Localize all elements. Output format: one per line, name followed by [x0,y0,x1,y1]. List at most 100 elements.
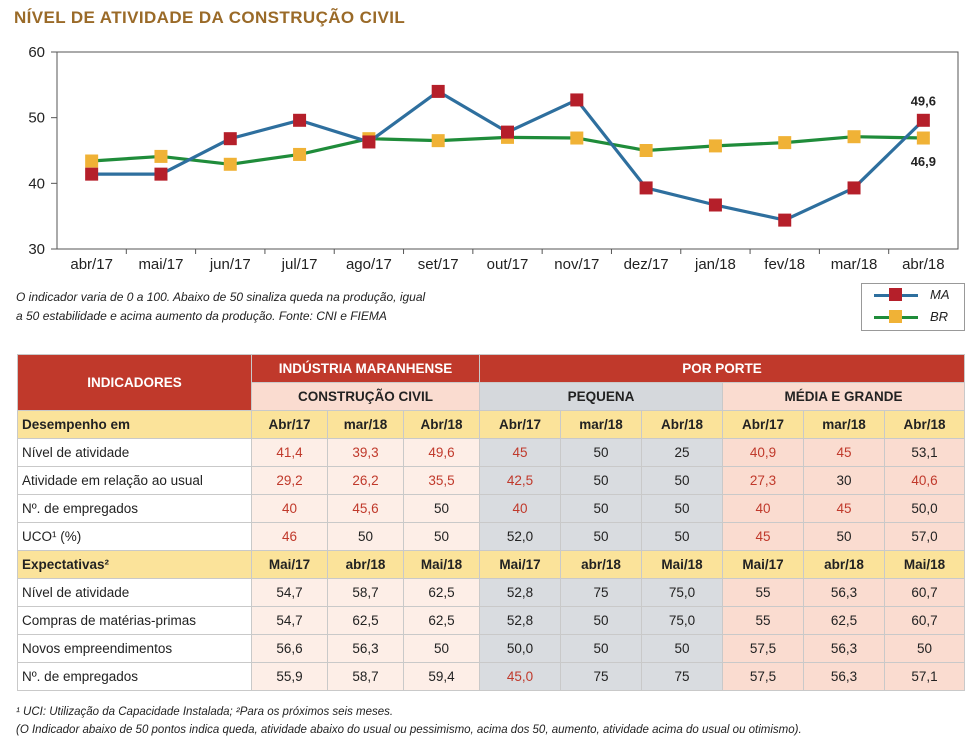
period-column-header: Mai/17 [722,550,805,579]
x-tick-label: abr/18 [902,256,945,273]
table-cell: 60,7 [884,606,966,635]
period-column-header: Abr/18 [884,410,966,439]
chart-note-line-2: a 50 estabilidade e acima aumento da pro… [16,309,387,323]
period-column-header: Mai/18 [641,550,724,579]
data-point-ma [916,113,930,127]
table-cell: 50 [327,522,404,551]
table-cell: 50 [641,634,724,663]
header-indicadores: INDICADORES [17,354,252,411]
table-cell: 75 [560,662,643,691]
period-column-header: mar/18 [803,410,886,439]
table-cell: 75,0 [641,606,724,635]
period-column-header: Abr/17 [251,410,328,439]
period-column-header: mar/18 [560,410,643,439]
data-point-br [431,134,445,148]
table-cell: 59,4 [402,662,481,691]
table-cell: 56,3 [803,662,886,691]
x-tick-label: jul/17 [281,256,318,273]
table-row: Nº. de empregados 55,9 58,7 59,4 45,0 75 75 57,… [17,662,966,691]
table-cell: 62,5 [402,606,481,635]
table-cell: 62,5 [402,578,481,607]
table-cell: 52,8 [479,606,562,635]
data-label-ma: 49,6 [911,93,936,108]
section-header-row: Desempenho em Abr/17 mar/18 Abr/18 Abr/17 mar… [17,410,966,439]
row-label: Atividade em relação ao usual [17,466,252,495]
table-cell: 50 [402,522,481,551]
period-column-header: Abr/18 [641,410,724,439]
table-cell: 57,0 [884,522,966,551]
period-column-header: abr/18 [560,550,643,579]
table-cell: 40 [251,494,328,523]
period-column-header: abr/18 [803,550,886,579]
legend-label-ma: MA [930,287,950,302]
period-column-header: Abr/17 [722,410,805,439]
chart-title: NÍVEL DE ATIVIDADE DA CONSTRUÇÃO CIVIL [14,8,406,27]
section-label: Expectativas² [17,550,252,579]
table-cell: 56,3 [803,634,886,663]
table-cell: 45,0 [479,662,562,691]
table-cell: 49,6 [402,438,481,467]
section-header-row: Expectativas² Mai/17 abr/18 Mai/18 Mai/17 abr… [17,550,966,579]
footnote-2: (O Indicador abaixo de 50 pontos indica … [16,724,802,736]
table-cell: 41,4 [251,438,328,467]
table-cell: 45 [803,438,886,467]
chart-note-line-1: O indicador varia de 0 a 100. Abaixo de … [16,290,426,304]
table-row: Novos empreendimentos 56,6 56,3 50 50,0 50 50 5… [17,634,966,663]
data-point-br [708,139,722,153]
data-point-br [154,149,168,163]
table-cell: 40,6 [884,466,966,495]
table-cell: 53,1 [884,438,966,467]
data-point-br [847,130,861,144]
data-point-ma [85,167,99,181]
table-cell: 55 [722,578,805,607]
table-body: Desempenho em Abr/17 mar/18 Abr/18 Abr/17 mar… [17,410,966,691]
data-point-ma [154,167,168,181]
table-cell: 29,2 [251,466,328,495]
header-por-porte: POR PORTE [479,354,966,383]
table-cell: 40 [479,494,562,523]
table-cell: 40,9 [722,438,805,467]
table-cell: 27,3 [722,466,805,495]
table-row: Compras de matérias-primas 54,7 62,5 62,5 52… [17,606,966,635]
legend-marker-ma [889,288,902,301]
period-column-header: Mai/17 [479,550,562,579]
row-label: UCO¹ (%) [17,522,252,551]
table-cell: 56,6 [251,634,328,663]
header-industria-maranhense: INDÚSTRIA MARANHENSE [250,354,481,383]
table-cell: 60,7 [884,578,966,607]
table-cell: 25 [641,438,724,467]
data-point-br [639,144,653,157]
data-point-ma [362,135,376,149]
table-cell: 54,7 [251,578,328,607]
table-cell: 50 [884,634,966,663]
table-cell: 50 [402,494,481,523]
data-label-br: 46,9 [911,154,936,169]
table-cell: 50,0 [884,494,966,523]
table-cell: 35,5 [402,466,481,495]
table-cell: 50,0 [479,634,562,663]
table-cell: 52,8 [479,578,562,607]
table-cell: 40 [722,494,805,523]
data-point-ma [570,93,584,107]
table-cell: 50 [560,466,643,495]
period-column-header: Mai/17 [251,550,328,579]
data-point-br [293,147,307,161]
data-point-br [223,157,237,171]
footnote-1: ¹ UCI: Utilização da Capacidade Instalad… [16,706,394,718]
table-cell: 45,6 [327,494,404,523]
y-tick-label: 30 [28,241,45,258]
section-label: Desempenho em [17,410,252,439]
x-tick-label: dez/17 [624,256,669,273]
data-point-ma [708,198,722,212]
table-cell: 56,3 [803,578,886,607]
table-cell: 50 [803,522,886,551]
period-column-header: Mai/18 [402,550,481,579]
subheader-pequena: PEQUENA [479,382,724,411]
table-cell: 45 [722,522,805,551]
table-cell: 26,2 [327,466,404,495]
table-cell: 75 [560,578,643,607]
y-tick-label: 60 [28,44,45,61]
legend-label-br: BR [930,309,949,324]
chart-legend: MA BR [861,283,965,331]
x-tick-label: abr/17 [70,256,113,273]
